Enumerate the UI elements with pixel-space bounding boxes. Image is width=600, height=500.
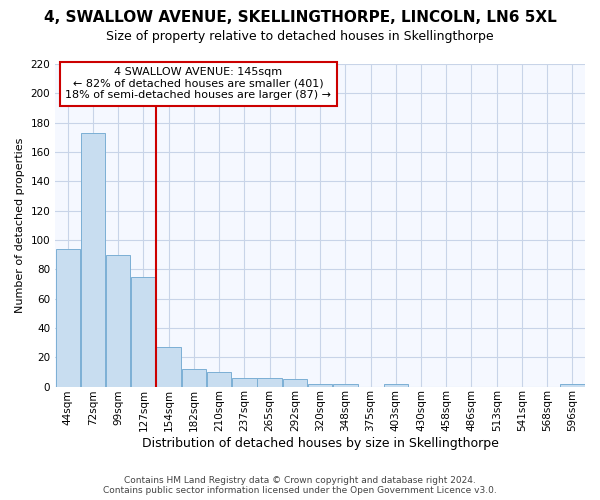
X-axis label: Distribution of detached houses by size in Skellingthorpe: Distribution of detached houses by size … — [142, 437, 499, 450]
Bar — [383, 384, 408, 386]
Bar — [157, 347, 181, 387]
Text: 4 SWALLOW AVENUE: 145sqm
← 82% of detached houses are smaller (401)
18% of semi-: 4 SWALLOW AVENUE: 145sqm ← 82% of detach… — [65, 67, 331, 100]
Bar — [106, 254, 130, 386]
Bar — [56, 248, 80, 386]
Y-axis label: Number of detached properties: Number of detached properties — [15, 138, 25, 313]
Bar — [131, 276, 156, 386]
Bar — [257, 378, 282, 386]
Bar — [308, 384, 332, 386]
Bar — [560, 384, 584, 386]
Bar — [182, 369, 206, 386]
Bar — [232, 378, 257, 386]
Text: Contains HM Land Registry data © Crown copyright and database right 2024.
Contai: Contains HM Land Registry data © Crown c… — [103, 476, 497, 495]
Text: 4, SWALLOW AVENUE, SKELLINGTHORPE, LINCOLN, LN6 5XL: 4, SWALLOW AVENUE, SKELLINGTHORPE, LINCO… — [44, 10, 556, 25]
Bar — [333, 384, 358, 386]
Text: Size of property relative to detached houses in Skellingthorpe: Size of property relative to detached ho… — [106, 30, 494, 43]
Bar — [207, 372, 232, 386]
Bar — [81, 133, 105, 386]
Bar — [283, 379, 307, 386]
